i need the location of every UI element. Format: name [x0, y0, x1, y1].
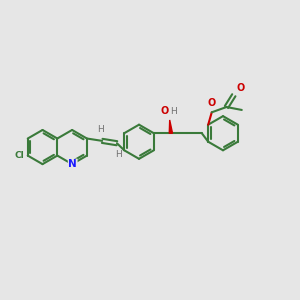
Text: O: O	[207, 98, 216, 109]
Text: H: H	[115, 150, 122, 159]
Text: Cl: Cl	[14, 151, 24, 160]
Text: O: O	[161, 106, 169, 116]
Polygon shape	[169, 120, 172, 133]
Text: O: O	[236, 83, 244, 93]
Text: N: N	[68, 159, 77, 169]
Text: H: H	[98, 125, 104, 134]
Text: H: H	[170, 107, 177, 116]
